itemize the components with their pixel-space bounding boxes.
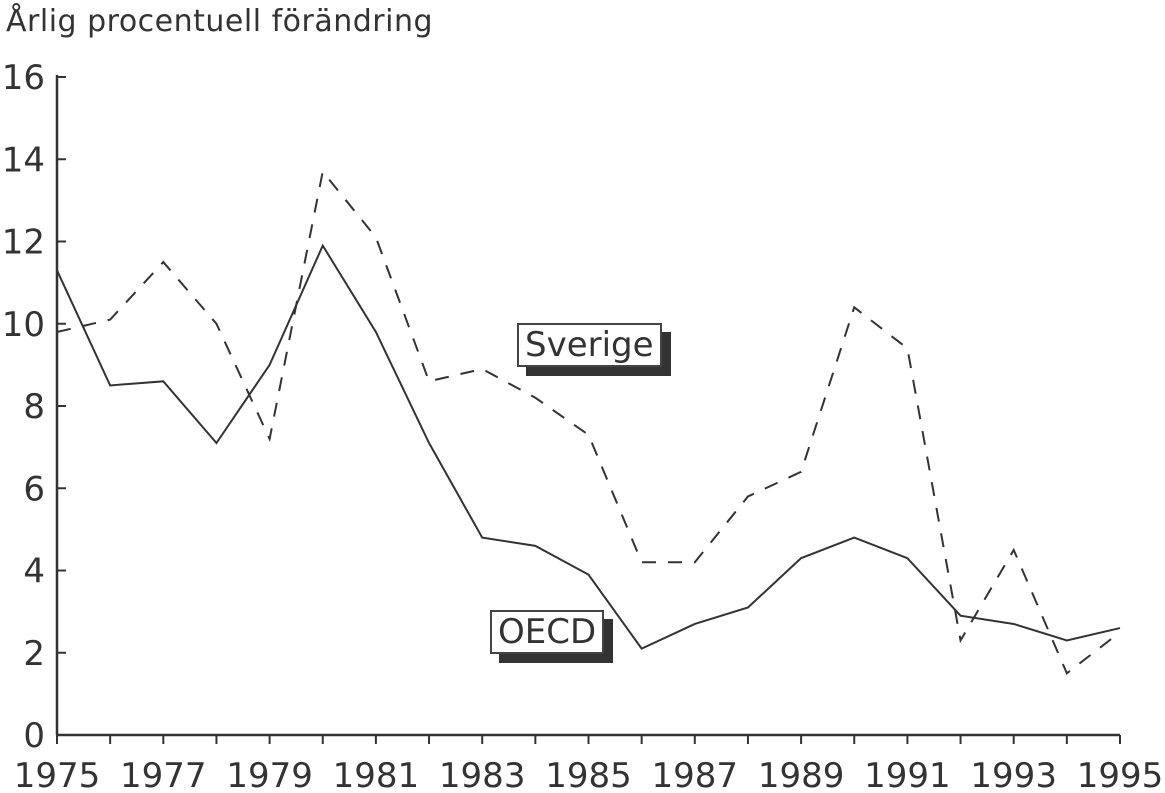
- x-tick-label: 1985: [545, 756, 632, 793]
- x-tick-label: 1987: [652, 756, 739, 793]
- x-tick-label: 1983: [439, 756, 526, 793]
- y-tick-label: 16: [2, 58, 45, 98]
- series-label-oecd: OECD: [490, 610, 605, 654]
- chart-title: Årlig procentuell förändring: [6, 4, 433, 39]
- y-tick-label: 8: [23, 387, 45, 427]
- x-tick-label: 1993: [970, 756, 1057, 793]
- x-tick-label: 1977: [120, 756, 207, 793]
- y-tick-label: 0: [23, 716, 45, 756]
- x-tick-label: 1991: [864, 756, 951, 793]
- x-tick-label: 1979: [226, 756, 313, 793]
- y-tick-label: 10: [2, 305, 45, 345]
- series-line-oecd: [56, 243, 1121, 650]
- x-tick-label: 1989: [758, 756, 845, 793]
- y-tick-label: 4: [23, 552, 45, 592]
- y-tick-label: 6: [23, 469, 45, 509]
- x-tick-label: 1975: [14, 756, 101, 793]
- x-tick-label: 1995: [1077, 756, 1164, 793]
- y-tick-label: 2: [23, 634, 45, 674]
- x-tick-label: 1981: [333, 756, 420, 793]
- y-tick-label: 12: [2, 223, 45, 263]
- series-line-sverige: [56, 169, 1121, 675]
- series-label-sverige: Sverige: [517, 323, 662, 367]
- y-tick-label: 14: [2, 140, 45, 180]
